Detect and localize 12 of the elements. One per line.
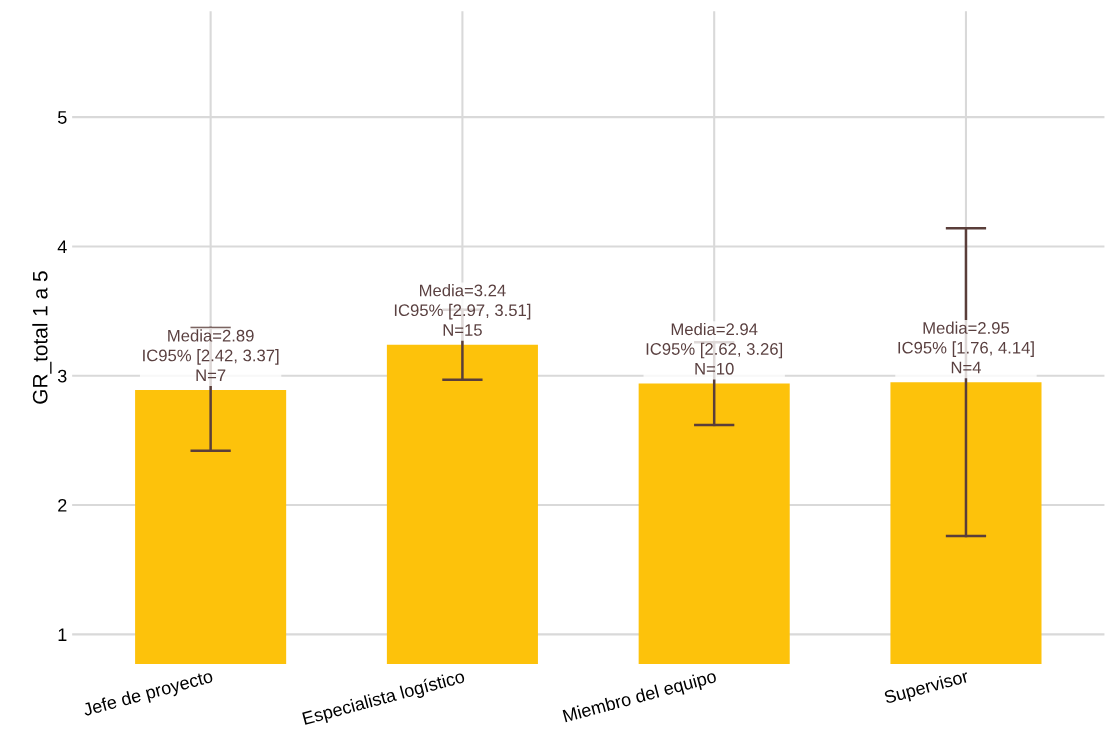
x-tick-label: Miembro del equipo [562, 669, 718, 726]
data-label: Media=2.94 IC95% [2.62, 3.26] N=10 [646, 322, 783, 375]
y-tick-label: 3 [57, 369, 67, 383]
y-tick-label: 5 [57, 111, 67, 124]
y-tick-label: 4 [57, 240, 67, 253]
y-tick-label: 2 [58, 498, 67, 512]
x-tick-label: Jefe de proyecto [81, 669, 215, 720]
data-label: Media=2.95 IC95% [1.76, 4.14] N=4 [898, 321, 1034, 374]
y-axis-title: GR_total 1 a 5 [32, 271, 52, 404]
data-label: Media=3.24 IC95% [2.97, 3.51] N=15 [394, 284, 531, 336]
y-tick-label: 1 [58, 628, 67, 641]
data-label: Media=2.89 IC95% [2.42, 3.37] N=7 [143, 329, 279, 381]
